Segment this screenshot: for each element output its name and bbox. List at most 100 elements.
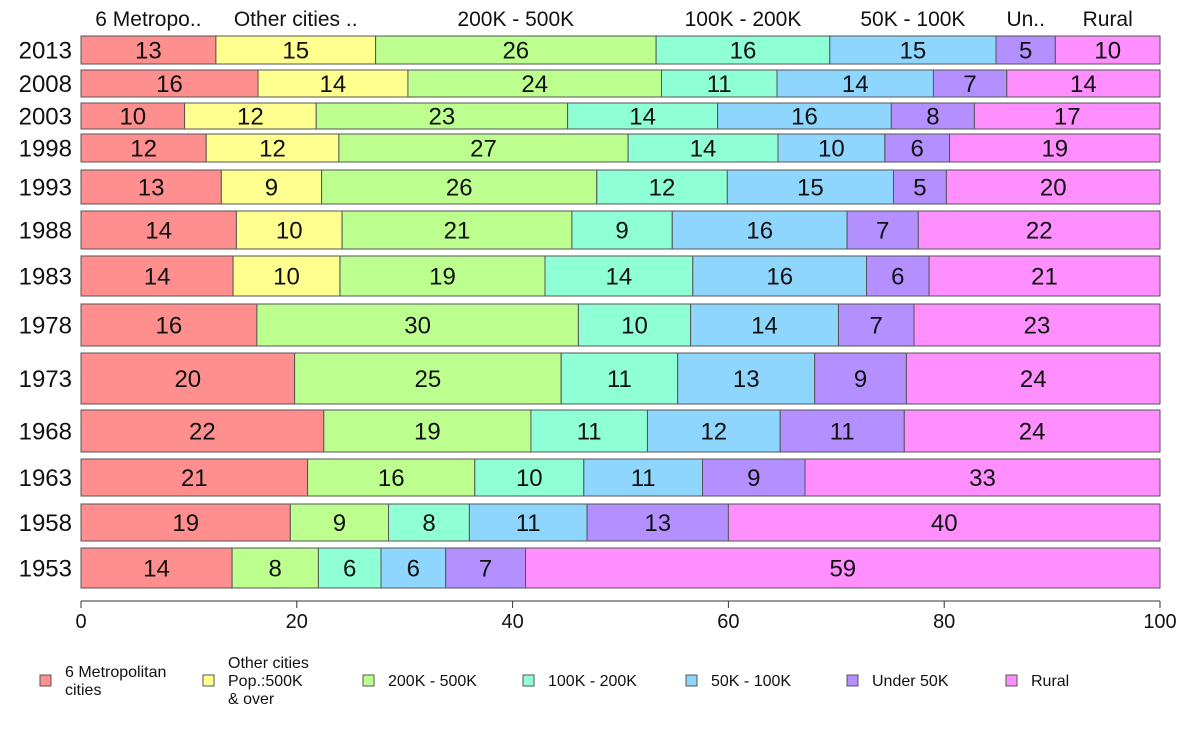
bar-segment xyxy=(205,133,340,163)
bar-segment xyxy=(294,352,562,405)
bar-value-label: 10 xyxy=(516,465,543,492)
bar-value-label: 9 xyxy=(747,465,760,492)
bar-value-label: 23 xyxy=(1024,313,1051,340)
legend-swatch xyxy=(362,674,375,687)
bar-segment xyxy=(717,102,892,130)
legend-item: Rural xyxy=(1005,673,1069,690)
bar-value-label: 9 xyxy=(333,510,346,537)
bar-value-label: 14 xyxy=(690,136,717,163)
bar-segment xyxy=(380,547,447,589)
bar-value-label: 19 xyxy=(1041,136,1068,163)
x-tick-label: 100 xyxy=(1143,611,1176,633)
legend-label: Pop.:500K xyxy=(228,673,303,690)
bar-value-label: 14 xyxy=(842,71,869,98)
series-top-label: 6 Metropo.. xyxy=(95,8,201,31)
series-top-label: Rural xyxy=(1083,8,1133,31)
bar-segment xyxy=(289,503,389,542)
bar-value-label: 10 xyxy=(1094,38,1121,65)
bar-segment xyxy=(80,458,309,497)
bar-value-label: 13 xyxy=(644,510,671,537)
bar-segment xyxy=(257,69,409,98)
bar-segment xyxy=(80,255,234,297)
bar-value-label: 21 xyxy=(181,465,208,492)
bar-value-label: 23 xyxy=(429,104,456,131)
legend-swatch xyxy=(202,674,215,687)
y-tick-label: 1998 xyxy=(19,136,72,163)
legend-swatch xyxy=(522,674,535,687)
bar-segment xyxy=(80,169,222,205)
y-tick-label: 1953 xyxy=(19,556,72,583)
legend-item: 50K - 100K xyxy=(685,673,791,690)
bar-value-label: 9 xyxy=(265,175,278,202)
series-top-label: 200K - 500K xyxy=(457,8,574,31)
bar-value-label: 30 xyxy=(404,313,431,340)
bar-segment xyxy=(702,458,806,497)
y-tick-label: 1958 xyxy=(19,510,72,537)
bar-value-label: 10 xyxy=(119,104,146,131)
bar-segment xyxy=(407,69,662,98)
bar-segment xyxy=(525,547,1161,589)
bar-value-label: 59 xyxy=(829,556,856,583)
legend-label: cities xyxy=(65,682,101,699)
bar-segment xyxy=(388,503,470,542)
bar-segment xyxy=(804,458,1161,497)
bar-segment xyxy=(671,210,848,250)
bar-value-label: 16 xyxy=(746,218,773,245)
bar-value-label: 22 xyxy=(189,419,216,446)
bar-segment xyxy=(903,409,1161,453)
bar-segment xyxy=(932,69,1008,98)
bar-segment xyxy=(445,547,527,589)
bar-segment xyxy=(80,35,217,65)
legend-label: Rural xyxy=(1031,673,1069,690)
bar-value-label: 40 xyxy=(931,510,958,537)
bar-value-label: 12 xyxy=(649,175,676,202)
bar-value-label: 11 xyxy=(830,419,855,446)
bar-segment xyxy=(884,133,951,163)
bar-segment xyxy=(80,503,291,542)
bar-value-label: 14 xyxy=(629,104,656,131)
bar-segment xyxy=(80,303,258,347)
bar-value-label: 10 xyxy=(621,313,648,340)
bar-value-label: 26 xyxy=(502,38,529,65)
bar-value-label: 14 xyxy=(606,264,633,291)
bar-segment xyxy=(829,35,997,65)
bar-segment xyxy=(544,255,694,297)
bar-segment xyxy=(949,133,1161,163)
x-axis: 0 20 40 60 80 100 xyxy=(75,600,1177,633)
bar-segment xyxy=(567,102,719,130)
bar-value-label: 7 xyxy=(963,71,976,98)
bar-value-label: 10 xyxy=(273,264,300,291)
bar-value-label: 13 xyxy=(138,175,165,202)
bar-segment xyxy=(913,303,1161,347)
bar-segment xyxy=(560,352,679,405)
bar-segment xyxy=(235,210,343,250)
bar-value-label: 19 xyxy=(414,419,441,446)
bar-segment xyxy=(468,503,588,542)
y-tick-label: 1988 xyxy=(19,218,72,245)
bar-value-label: 7 xyxy=(870,313,883,340)
bar-value-label: 21 xyxy=(444,218,471,245)
bar-segment xyxy=(231,547,319,589)
bar-segment xyxy=(890,102,975,130)
bar-value-label: 27 xyxy=(470,136,497,163)
bar-segment xyxy=(530,409,648,453)
legend-item: Under 50K xyxy=(846,673,949,690)
legend-label: 200K - 500K xyxy=(388,673,477,690)
bar-segment xyxy=(80,210,237,250)
bar-value-label: 12 xyxy=(130,136,157,163)
y-tick-label: 1978 xyxy=(19,313,72,340)
series-top-label: Un.. xyxy=(1006,8,1045,31)
bar-segment xyxy=(80,352,296,405)
series-top-label: 100K - 200K xyxy=(685,8,802,31)
bar-segment xyxy=(80,69,259,98)
bar-value-label: 16 xyxy=(791,104,818,131)
bar-segment xyxy=(973,102,1161,130)
bar-value-label: 11 xyxy=(631,465,656,492)
bar-segment xyxy=(256,303,579,347)
bar-value-label: 20 xyxy=(1040,175,1067,202)
bar-value-label: 11 xyxy=(516,510,541,537)
legend-label: 50K - 100K xyxy=(711,673,791,690)
bar-value-label: 15 xyxy=(282,38,309,65)
bar-value-label: 25 xyxy=(415,366,442,393)
bar-segment xyxy=(776,69,934,98)
